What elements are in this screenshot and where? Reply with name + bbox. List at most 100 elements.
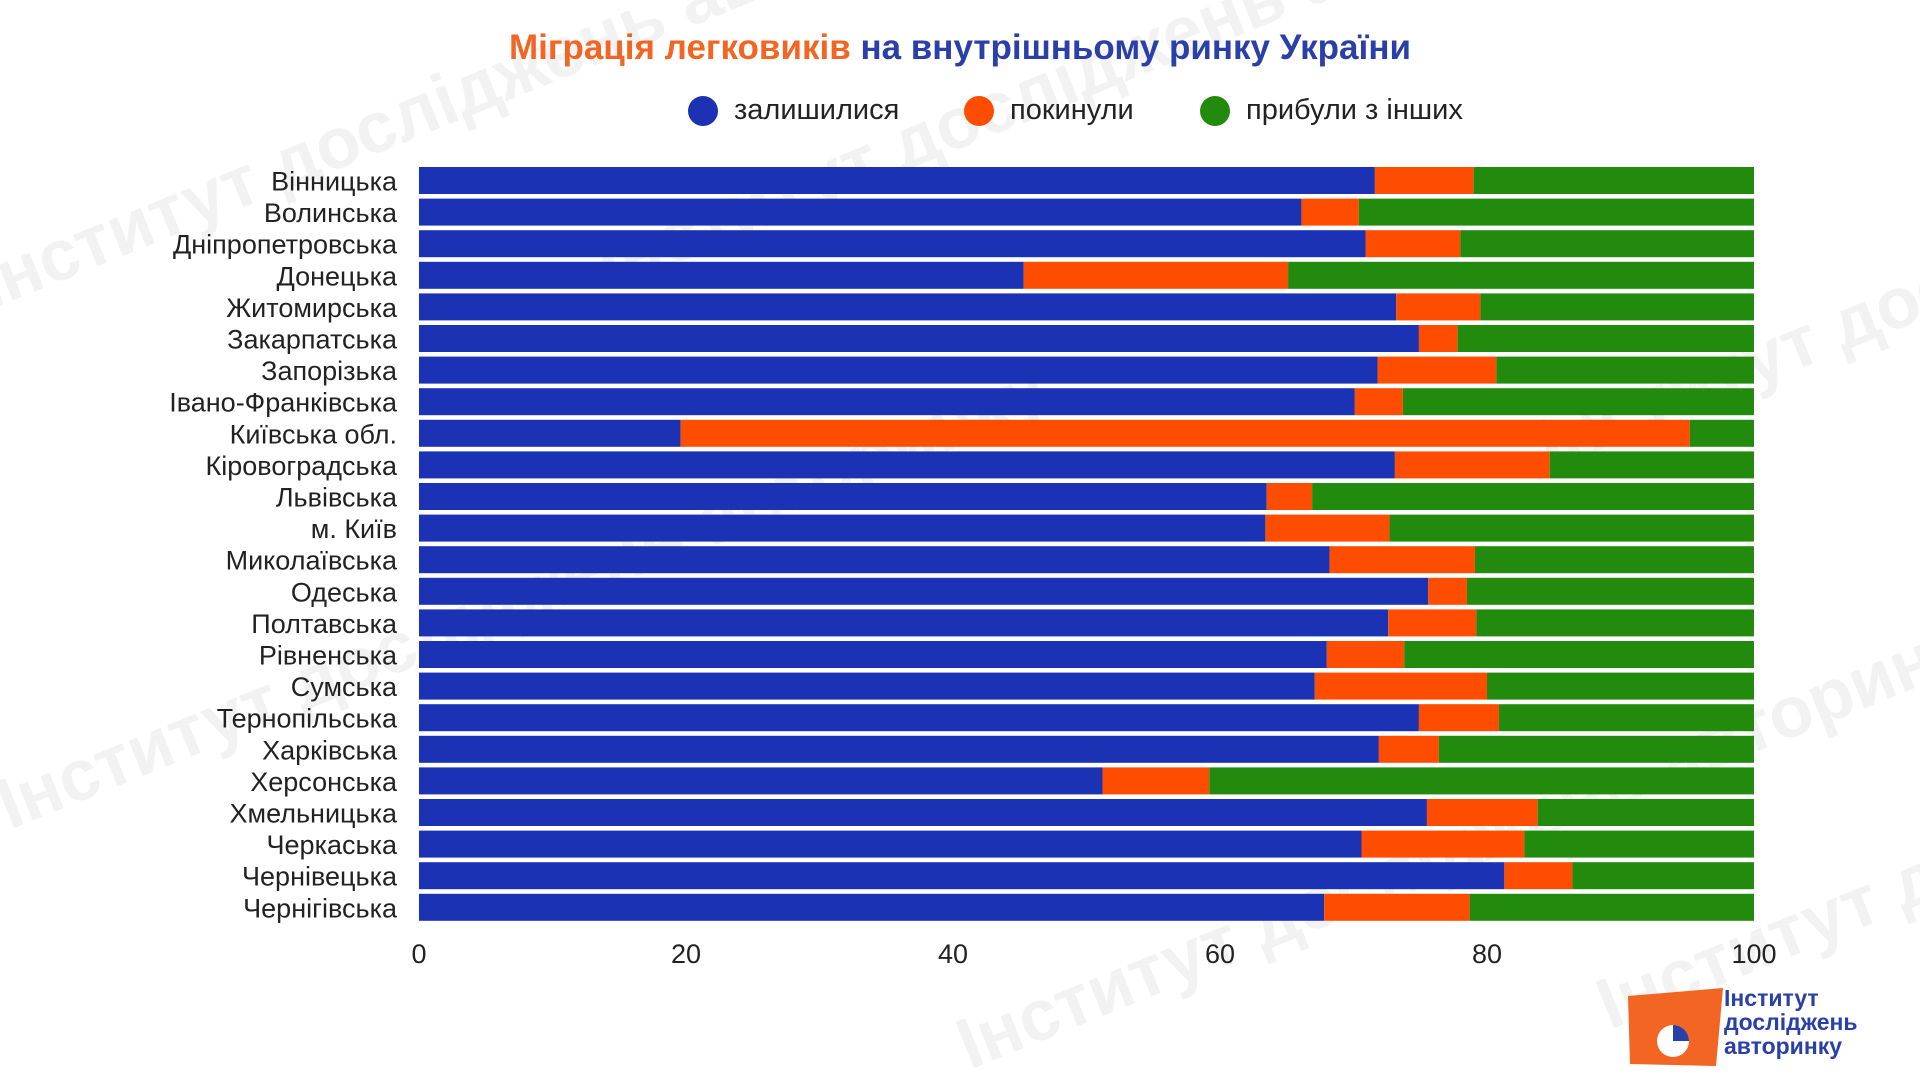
bar-segment-remained	[419, 799, 1427, 826]
bar-segment-arrived	[1288, 261, 1754, 289]
bar-segment-remained	[419, 862, 1505, 890]
bar-segment-arrived	[1402, 388, 1754, 416]
bar-segment-arrived	[1460, 230, 1754, 258]
bar-segment-arrived	[1457, 325, 1754, 352]
legend-label-arrived: прибули з інших	[1246, 94, 1463, 126]
category-label: Івано-Франківська	[169, 388, 398, 418]
logo-line-3: авторинку	[1724, 1033, 1843, 1059]
legend-swatch-remained	[688, 95, 718, 126]
category-label: Львівська	[276, 483, 398, 513]
bar-segment-arrived	[1389, 514, 1754, 542]
bar-segment-remained	[419, 514, 1266, 542]
bar-segment-arrived	[1438, 735, 1754, 763]
bar-segment-left	[1023, 261, 1289, 289]
category-label: Черкаська	[267, 830, 398, 860]
bar-segment-arrived	[1537, 799, 1754, 826]
bar-segment-left	[1388, 609, 1477, 637]
category-label: Херсонська	[250, 767, 398, 797]
legend-item-arrived: прибули з інших	[1200, 94, 1463, 127]
bar-segment-left	[1354, 388, 1403, 416]
category-label: Кіровоградська	[206, 451, 398, 481]
bar-segment-arrived	[1469, 893, 1754, 921]
bar-segment-left	[1378, 735, 1439, 763]
bar-segment-left	[680, 419, 1690, 447]
x-tick-label: 80	[1472, 939, 1502, 969]
bar-segment-remained	[419, 388, 1355, 416]
bar-segment-remained	[419, 704, 1419, 732]
category-label: Полтавська	[251, 609, 398, 639]
legend-item-remained: залишилися	[688, 94, 899, 127]
bar-segment-arrived	[1209, 767, 1754, 795]
bar-segment-arrived	[1358, 198, 1754, 226]
category-label: Сумська	[291, 672, 398, 702]
category-label: Хмельницька	[230, 799, 398, 829]
chart-title: Міграція легковиків на внутрішньому ринк…	[0, 28, 1920, 68]
institute-logo-icon	[1628, 988, 1723, 1066]
bar-segment-arrived	[1466, 577, 1754, 605]
bar-segment-remained	[419, 735, 1379, 763]
x-tick-label: 40	[938, 939, 968, 969]
bar-segment-arrived	[1404, 641, 1754, 668]
logo-text: Інститут досліджень авторинку	[1724, 986, 1858, 1058]
category-label: Чернігівська	[243, 893, 398, 923]
bar-segment-left	[1361, 830, 1525, 858]
bar-segment-left	[1377, 356, 1497, 384]
x-tick-label: 60	[1205, 939, 1235, 969]
x-tick-label: 100	[1731, 939, 1776, 969]
bar-segment-remained	[419, 830, 1362, 858]
legend-label-left: покинули	[1010, 94, 1134, 126]
bar-segment-remained	[419, 198, 1302, 226]
bar-segment-remained	[419, 167, 1375, 194]
bar-segment-remained	[419, 419, 681, 447]
bar-segment-left	[1102, 767, 1210, 795]
bar-segment-remained	[419, 356, 1378, 384]
bar-segment-left	[1396, 293, 1481, 321]
bar-segment-left	[1426, 799, 1538, 826]
bar-segment-remained	[419, 672, 1315, 700]
bar-segment-remained	[419, 293, 1397, 321]
bar-segment-remained	[419, 230, 1366, 258]
legend-label-remained: залишилися	[734, 94, 900, 126]
bar-segment-remained	[419, 641, 1327, 668]
bar-segment-remained	[419, 767, 1103, 795]
bar-segment-arrived	[1496, 356, 1754, 384]
category-label: Рівненська	[259, 641, 398, 671]
chart-title-rest: на внутрішньому ринку України	[860, 28, 1411, 67]
bar-segment-arrived	[1476, 609, 1754, 637]
bar-segment-arrived	[1474, 546, 1754, 574]
bar-segment-left	[1324, 893, 1470, 921]
bar-segment-arrived	[1480, 293, 1754, 321]
bar-segment-arrived	[1549, 451, 1754, 479]
bar-segment-left	[1394, 451, 1550, 479]
bar-segment-left	[1265, 514, 1390, 542]
bar-segment-left	[1504, 862, 1573, 890]
category-label: Запорізька	[261, 356, 398, 386]
bar-segment-left	[1418, 325, 1458, 352]
bar-segment-remained	[419, 325, 1419, 352]
logo-line-2: досліджень	[1724, 1009, 1858, 1035]
category-label: Одеська	[291, 577, 398, 607]
bar-segment-remained	[419, 261, 1024, 289]
bar-segment-left	[1314, 672, 1487, 700]
legend-swatch-left	[964, 95, 994, 126]
legend-item-left: покинули	[964, 94, 1134, 127]
category-label: Дніпропетровська	[173, 230, 398, 260]
bar-segment-left	[1301, 198, 1359, 226]
bar-segment-left	[1418, 704, 1500, 732]
x-tick-label: 20	[671, 939, 701, 969]
category-label: Закарпатська	[227, 325, 398, 355]
bar-segment-left	[1374, 167, 1474, 194]
chart-title-highlight: Міграція легковиків	[508, 28, 851, 67]
bar-segment-arrived	[1473, 167, 1754, 194]
bar-segment-left	[1326, 641, 1405, 668]
bar-segment-left	[1428, 577, 1467, 605]
bar-segment-arrived	[1572, 862, 1754, 890]
bar-segment-left	[1365, 230, 1461, 258]
bar-segment-remained	[419, 893, 1325, 921]
logo-line-1: Інститут	[1724, 985, 1819, 1011]
bar-segment-arrived	[1689, 419, 1754, 447]
bar-segment-remained	[419, 609, 1389, 637]
category-label: Харківська	[262, 735, 398, 765]
bar-segment-remained	[419, 483, 1267, 510]
x-tick-label: 0	[411, 939, 426, 969]
